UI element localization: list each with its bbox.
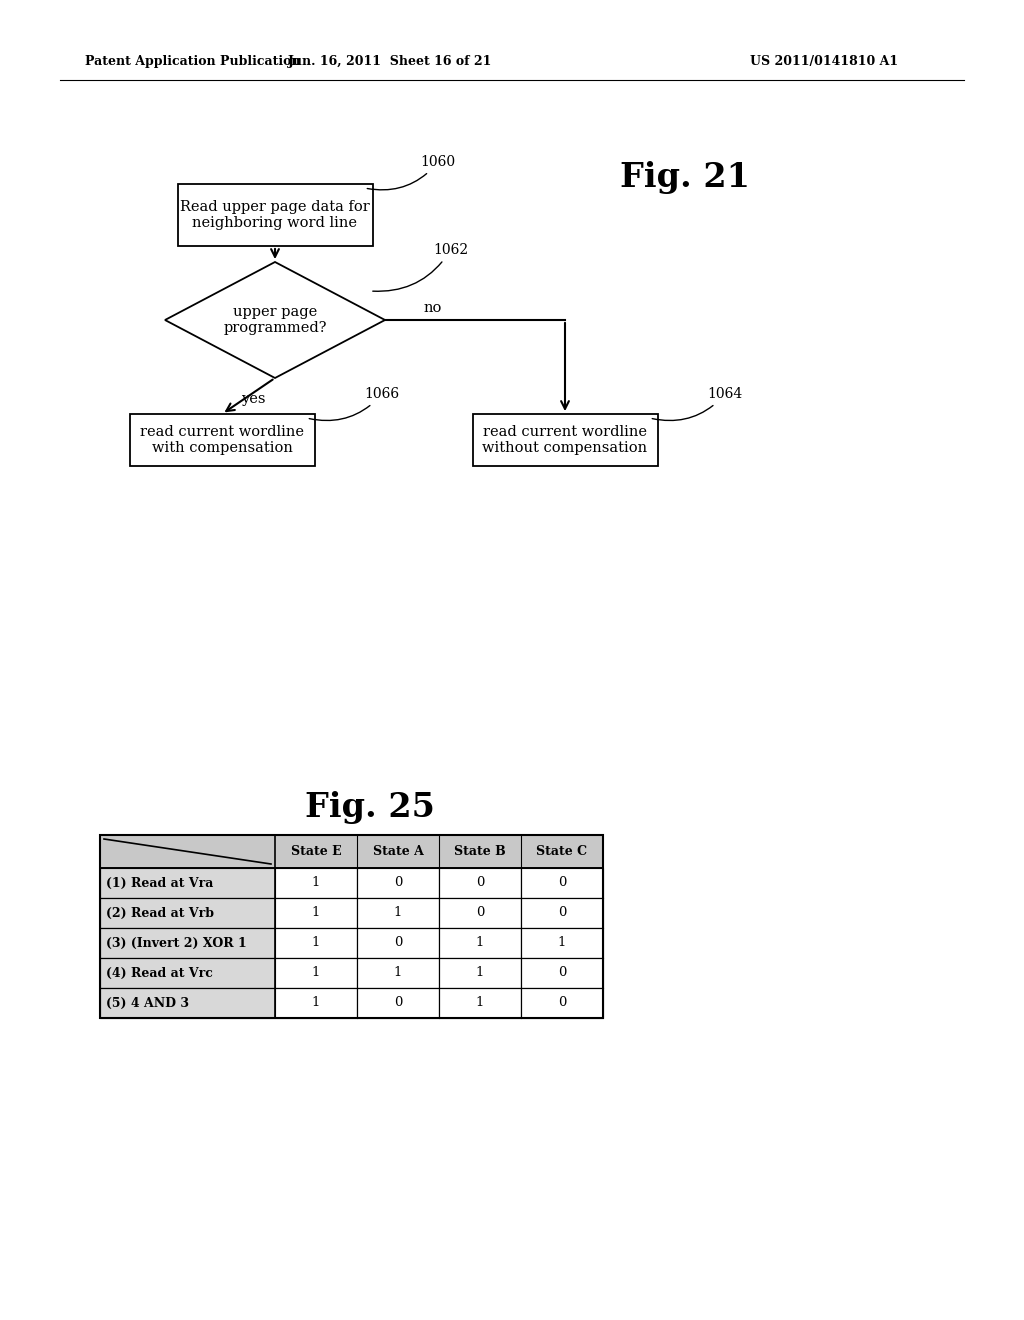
Text: 1: 1 xyxy=(312,936,321,949)
Bar xyxy=(275,898,357,928)
Bar xyxy=(521,958,603,987)
Text: 0: 0 xyxy=(476,876,484,890)
Bar xyxy=(177,183,373,246)
Text: 0: 0 xyxy=(558,997,566,1010)
Bar xyxy=(275,928,357,958)
Text: 0: 0 xyxy=(394,936,402,949)
Bar xyxy=(275,987,357,1018)
Text: 0: 0 xyxy=(558,907,566,920)
Bar xyxy=(357,928,439,958)
Bar xyxy=(357,898,439,928)
Text: upper page
programmed?: upper page programmed? xyxy=(223,305,327,335)
Bar xyxy=(521,898,603,928)
Text: 0: 0 xyxy=(558,876,566,890)
Text: 1: 1 xyxy=(312,907,321,920)
Text: 1: 1 xyxy=(394,966,402,979)
Text: 1: 1 xyxy=(394,907,402,920)
Text: Read upper page data for
neighboring word line: Read upper page data for neighboring wor… xyxy=(180,199,370,230)
Bar xyxy=(357,869,439,898)
Bar xyxy=(275,869,357,898)
Text: Patent Application Publication: Patent Application Publication xyxy=(85,55,300,69)
Bar xyxy=(439,928,521,958)
Bar xyxy=(521,987,603,1018)
Text: 1: 1 xyxy=(476,966,484,979)
Bar xyxy=(129,414,314,466)
Text: Fig. 25: Fig. 25 xyxy=(305,792,435,825)
Bar xyxy=(100,898,275,928)
Bar xyxy=(100,958,275,987)
Text: 1: 1 xyxy=(312,876,321,890)
Text: State E: State E xyxy=(291,845,341,858)
Text: US 2011/0141810 A1: US 2011/0141810 A1 xyxy=(750,55,898,69)
Bar xyxy=(521,928,603,958)
Text: yes: yes xyxy=(241,392,265,407)
Bar xyxy=(100,987,275,1018)
Text: read current wordline
with compensation: read current wordline with compensation xyxy=(140,425,304,455)
Bar xyxy=(439,898,521,928)
Text: 1066: 1066 xyxy=(309,387,399,421)
Text: 0: 0 xyxy=(558,966,566,979)
Bar xyxy=(357,987,439,1018)
Text: 1: 1 xyxy=(312,997,321,1010)
Text: (5) 4 AND 3: (5) 4 AND 3 xyxy=(106,997,189,1010)
Text: 0: 0 xyxy=(476,907,484,920)
Text: 0: 0 xyxy=(394,876,402,890)
Text: State B: State B xyxy=(454,845,506,858)
Bar xyxy=(439,958,521,987)
Bar xyxy=(472,414,657,466)
Text: State A: State A xyxy=(373,845,424,858)
Text: (4) Read at Vrc: (4) Read at Vrc xyxy=(106,966,213,979)
Text: 1: 1 xyxy=(476,936,484,949)
Bar xyxy=(100,836,603,1018)
Text: 1: 1 xyxy=(558,936,566,949)
Text: Jun. 16, 2011  Sheet 16 of 21: Jun. 16, 2011 Sheet 16 of 21 xyxy=(288,55,493,69)
Bar xyxy=(439,987,521,1018)
Bar xyxy=(100,836,603,869)
Text: 0: 0 xyxy=(394,997,402,1010)
Bar xyxy=(100,869,275,898)
Text: 1: 1 xyxy=(476,997,484,1010)
Text: 1062: 1062 xyxy=(373,243,468,292)
Text: 1060: 1060 xyxy=(368,154,456,190)
Text: (1) Read at Vra: (1) Read at Vra xyxy=(106,876,213,890)
Text: 1: 1 xyxy=(312,966,321,979)
Text: read current wordline
without compensation: read current wordline without compensati… xyxy=(482,425,647,455)
Polygon shape xyxy=(165,261,385,378)
Bar xyxy=(100,928,275,958)
Text: (3) (Invert 2) XOR 1: (3) (Invert 2) XOR 1 xyxy=(106,936,247,949)
Bar xyxy=(357,958,439,987)
Text: no: no xyxy=(424,301,442,315)
Text: State C: State C xyxy=(537,845,588,858)
Bar xyxy=(439,869,521,898)
Bar xyxy=(521,869,603,898)
Text: 1064: 1064 xyxy=(652,387,742,421)
Bar xyxy=(275,958,357,987)
Text: (2) Read at Vrb: (2) Read at Vrb xyxy=(106,907,214,920)
Text: Fig. 21: Fig. 21 xyxy=(620,161,750,194)
